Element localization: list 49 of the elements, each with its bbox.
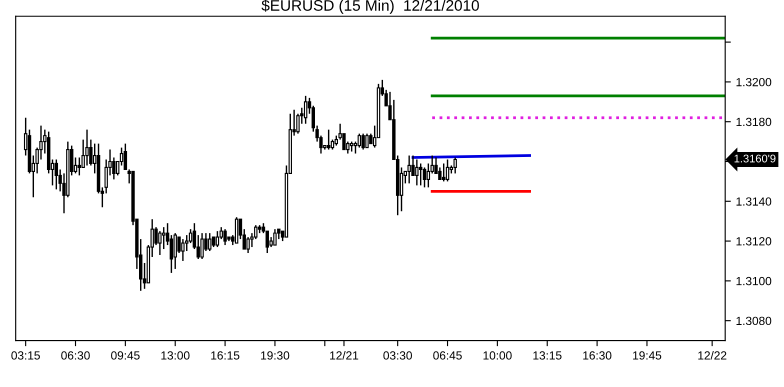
x-tick-label: 09:45 [111,351,140,360]
candlestick [158,230,162,256]
x-tick-label: 13:15 [533,351,562,360]
y-tick-label: 1.3140 [736,197,772,206]
candlestick [78,156,82,176]
candlestick [361,132,365,150]
x-tick-label: 03:15 [11,351,40,360]
x-tick-label: 06:45 [433,351,462,360]
candlestick [162,226,166,250]
candlestick [350,140,354,152]
candlestick [418,162,422,186]
x-tick-label: 03:30 [383,351,412,360]
candlestick [415,158,419,186]
x-tick-label: 12/21 [330,350,358,360]
candlestick [438,166,442,180]
candlestick [365,132,369,148]
candlestick [273,228,277,246]
candlestick [208,232,212,252]
candlestick [246,236,250,254]
y-tick-label: 1.3100 [736,276,772,286]
x-tick-label: 06:30 [61,351,90,360]
candlestick [200,232,204,260]
candlestick [181,238,185,262]
candlestick [453,156,457,174]
y-tick-label: 1.3180 [736,118,772,126]
candlestick [212,236,216,248]
text: 1.3160'9 [734,154,776,162]
y-tick-label: 1.3120 [736,237,772,246]
candlestick [304,95,308,124]
x-tick-label: 19:30 [261,351,290,360]
x-tick-label: 12/22 [698,350,726,360]
candlestick [54,158,58,190]
x-tick-label: 13:00 [161,351,190,360]
candlestick [85,128,89,166]
x-tick-label: 10:00 [484,351,512,360]
x-tick-label: 16:15 [211,351,240,360]
candlestick [442,162,446,182]
candlestick [216,230,220,248]
candlestick [223,228,227,246]
x-tick-label: 16:30 [583,351,612,360]
y-tick-label: 1.3080 [736,316,772,326]
candlestick [174,232,177,270]
x-tick-label: 19:45 [633,351,662,360]
candlestick [326,128,330,150]
candlestick [234,216,238,244]
y-tick-label: 1.3200 [736,78,772,86]
candlestick [446,158,450,182]
candlestick [407,154,411,184]
candlestick [422,166,426,188]
